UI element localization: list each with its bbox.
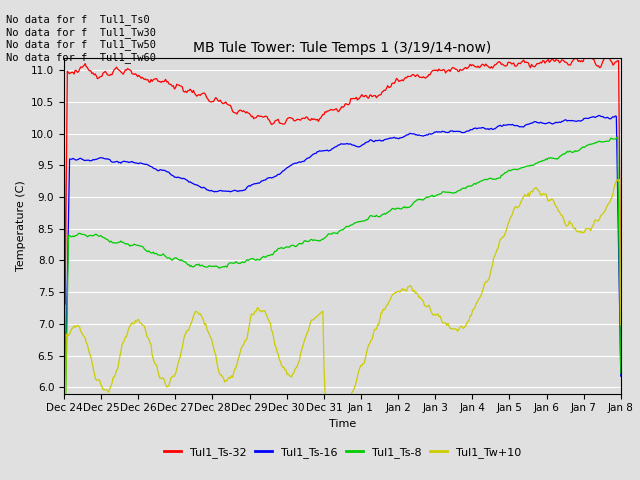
X-axis label: Time: Time [329,419,356,429]
Text: No data for f  Tul1_Ts0
No data for f  Tul1_Tw30
No data for f  Tul1_Tw50
No dat: No data for f Tul1_Ts0 No data for f Tul… [6,14,156,63]
Title: MB Tule Tower: Tule Temps 1 (3/19/14-now): MB Tule Tower: Tule Temps 1 (3/19/14-now… [193,41,492,55]
Y-axis label: Temperature (C): Temperature (C) [15,180,26,271]
Legend: Tul1_Ts-32, Tul1_Ts-16, Tul1_Ts-8, Tul1_Tw+10: Tul1_Ts-32, Tul1_Ts-16, Tul1_Ts-8, Tul1_… [159,442,525,462]
